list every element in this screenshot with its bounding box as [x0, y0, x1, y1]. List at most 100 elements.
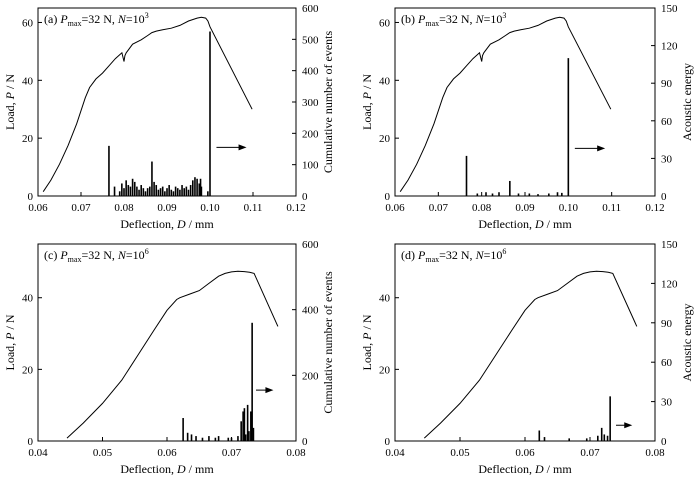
- y-right-tick-label: 120: [661, 41, 678, 53]
- plot-frame: [37, 243, 297, 442]
- x-tick-label: 0.08: [472, 202, 492, 214]
- panel-annotation: (b) Pmax=32 N, N=103: [401, 11, 506, 28]
- x-tick-label: 0.11: [244, 202, 263, 214]
- x-tick-label: 0.05: [93, 447, 113, 459]
- n-exponent: 3: [145, 11, 149, 20]
- panel-annotation: (c) Pmax=32 N, N=106: [44, 247, 149, 264]
- y-right-tick-label: 600: [302, 3, 319, 15]
- x-axis-label: Deflection, D / mm: [478, 217, 572, 231]
- x-tick-label: 0.06: [157, 447, 177, 459]
- y-left-tick-label: 0: [28, 436, 34, 448]
- x-tick-label: 0.09: [157, 202, 177, 214]
- chart-panel: 0.06 0.07 0.08 0.09 0.10 0.11 0.12020406001002…: [3, 3, 335, 231]
- x-axis-label-name: Deflection,: [478, 217, 535, 231]
- x-tick-label: 0.04: [385, 447, 405, 459]
- y-left-axis-label-name: Load,: [3, 340, 17, 371]
- y-left-tick-label: 60: [22, 17, 34, 29]
- y-left-axis-label-symbol: P: [3, 332, 17, 341]
- n-symbol: N: [475, 248, 485, 262]
- y-left-axis-label-symbol: P: [3, 91, 17, 100]
- y-right-tick-label: 60: [661, 357, 673, 369]
- y-right-tick-label: 0: [302, 191, 308, 203]
- x-tick-label: 0.06: [28, 202, 48, 214]
- x-axis-label: Deflection, D / mm: [120, 462, 214, 476]
- y-left-axis-label-unit: / N: [360, 74, 374, 92]
- p-value: =32 N,: [81, 248, 117, 262]
- arrow-head: [265, 387, 274, 394]
- y-right-tick-label: 60: [661, 116, 673, 128]
- x-tick-label: 0.06: [385, 202, 405, 214]
- x-axis-label-unit: / mm: [186, 462, 215, 476]
- n-symbol: N: [117, 12, 127, 26]
- p-value: =32 N,: [439, 248, 475, 262]
- y-right-tick-label: 100: [302, 160, 319, 172]
- y-right-tick-label: 0: [661, 436, 667, 448]
- arrow-head: [238, 144, 247, 151]
- y-left-axis-label-unit: / N: [3, 314, 17, 332]
- y-left-axis-label: Load, P / N: [360, 74, 374, 130]
- x-tick-label: 0.07: [580, 447, 600, 459]
- x-tick-label: 0.04: [28, 447, 48, 459]
- y-left-tick-label: 60: [379, 17, 391, 29]
- n-symbol: N: [475, 12, 485, 26]
- y-left-tick-label: 40: [379, 293, 391, 305]
- n-exponent: 3: [502, 11, 506, 20]
- p-value: =32 N,: [81, 12, 117, 26]
- y-left-axis-label-unit: / N: [360, 314, 374, 332]
- y-right-tick-label: 150: [661, 239, 678, 251]
- y-left-tick-label: 20: [379, 364, 391, 376]
- n-value: =10: [126, 12, 145, 26]
- y-right-tick-label: 120: [661, 278, 678, 290]
- y-left-axis-label: Load, P / N: [3, 74, 17, 130]
- x-axis-label: Deflection, D / mm: [120, 217, 214, 231]
- n-value: =10: [126, 248, 145, 262]
- x-tick-label: 0.08: [286, 447, 306, 459]
- plot-frame: [394, 243, 656, 442]
- n-exponent: 6: [145, 247, 149, 256]
- y-right-tick-label: 200: [302, 370, 319, 382]
- p-subscript: max: [68, 255, 82, 264]
- y-left-axis-label: Load, P / N: [360, 314, 374, 370]
- y-left-tick-label: 40: [22, 75, 34, 87]
- x-tick-label: 0.12: [645, 202, 664, 214]
- x-axis-label-name: Deflection,: [120, 217, 177, 231]
- y-left-tick-label: 20: [22, 133, 34, 145]
- y-right-tick-label: 500: [302, 34, 319, 46]
- x-tick-label: 0.10: [200, 202, 220, 214]
- x-axis-label-unit: / mm: [544, 462, 573, 476]
- y-left-tick-label: 40: [379, 75, 391, 87]
- x-tick-label: 0.11: [602, 202, 621, 214]
- panel-label: (a): [44, 12, 60, 26]
- arrow-head: [624, 422, 633, 429]
- panel-label: (b): [401, 12, 418, 26]
- x-axis-label-symbol: D: [176, 462, 186, 476]
- y-left-tick-label: 0: [28, 191, 34, 203]
- p-symbol: P: [59, 248, 68, 262]
- n-symbol: N: [117, 248, 127, 262]
- p-value: =32 N,: [439, 12, 475, 26]
- arrow-head: [597, 145, 606, 152]
- p-symbol: P: [59, 12, 68, 26]
- x-tick-label: 0.07: [222, 447, 242, 459]
- y-right-tick-label: 200: [302, 128, 319, 140]
- y-right-tick-label: 30: [661, 397, 673, 409]
- y-left-axis-label-symbol: P: [360, 91, 374, 100]
- y-right-tick-label: 400: [302, 305, 319, 317]
- panel-annotation: (d) Pmax=32 N, N=106: [401, 247, 506, 264]
- load-curve: [42, 16, 253, 192]
- y-right-axis-label: Cumulative number of events: [321, 31, 335, 174]
- x-axis-label-unit: / mm: [544, 217, 573, 231]
- y-left-axis-label-name: Load,: [360, 99, 374, 130]
- x-axis-label-name: Deflection,: [120, 462, 177, 476]
- y-left-axis-label: Load, P / N: [3, 314, 17, 370]
- y-right-tick-label: 400: [302, 66, 319, 78]
- y-left-axis-label-name: Load,: [3, 99, 17, 130]
- x-tick-label: 0.07: [71, 202, 91, 214]
- panel-annotation: (a) Pmax=32 N, N=103: [44, 11, 149, 28]
- plot-frame: [37, 7, 297, 197]
- y-right-tick-label: 150: [661, 3, 678, 15]
- x-tick-label: 0.06: [515, 447, 535, 459]
- y-right-axis-label: Acoustic energy: [680, 63, 694, 141]
- chart-panel: 0.06 0.07 0.08 0.09 0.10 0.11 0.12020406003060…: [360, 3, 694, 231]
